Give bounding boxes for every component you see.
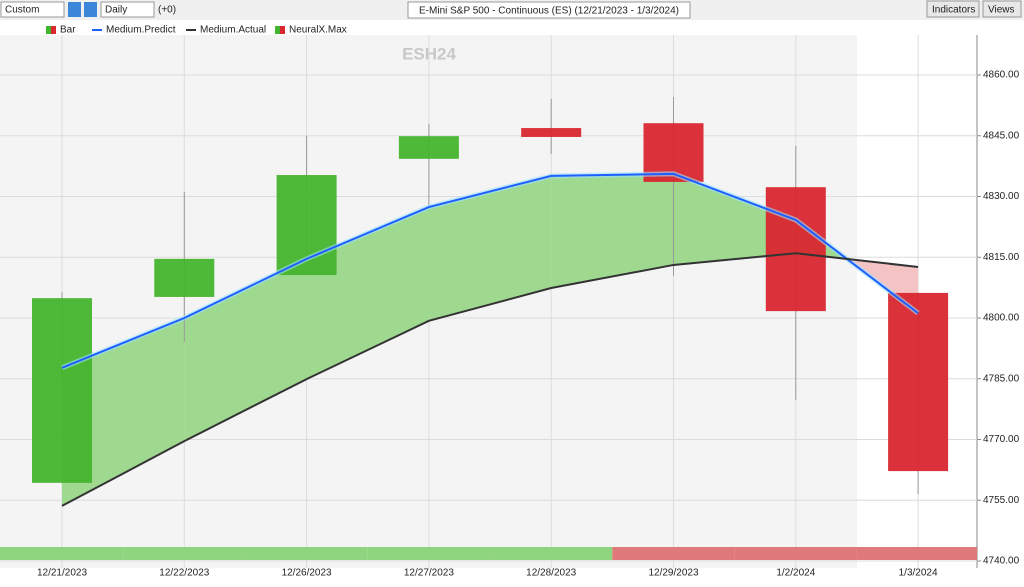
spread-fill xyxy=(673,173,796,265)
x-tick-label: 12/22/2023 xyxy=(159,568,209,579)
candle-body xyxy=(888,292,949,472)
line xyxy=(61,252,919,507)
spread-fill xyxy=(62,318,185,506)
signal-segment xyxy=(490,547,613,560)
candle-body xyxy=(398,136,459,159)
range-label: Custom xyxy=(5,5,39,16)
spread-fill xyxy=(306,207,429,380)
signal-segment xyxy=(245,547,368,560)
spread-fill xyxy=(428,175,552,321)
y-tick-label: 4860.00 xyxy=(983,70,1020,81)
y-tick-label: 4785.00 xyxy=(983,373,1020,384)
legend-swatch xyxy=(51,26,56,34)
x-tick-label: 12/28/2023 xyxy=(526,568,576,579)
x-tick-label: 1/3/2024 xyxy=(899,568,938,579)
signal-segment xyxy=(367,547,491,560)
candle-body xyxy=(154,258,215,297)
x-tick-label: 12/26/2023 xyxy=(282,568,332,579)
y-tick-label: 4800.00 xyxy=(983,313,1020,324)
candle-body xyxy=(765,187,826,312)
signal-segment xyxy=(856,547,977,560)
candle-body xyxy=(32,298,92,483)
signal-segment xyxy=(612,547,735,560)
y-tick-label: 4815.00 xyxy=(983,252,1020,263)
symbol-label: E-Mini S&P 500 - Continuous (ES) (12/21/… xyxy=(419,6,679,17)
y-tick-label: 4755.00 xyxy=(983,495,1020,506)
y-tick-label: 4770.00 xyxy=(983,434,1020,445)
views-label: Views xyxy=(988,5,1015,16)
legend-swatch xyxy=(46,26,51,34)
y-tick-label: 4830.00 xyxy=(983,191,1020,202)
range-select[interactable] xyxy=(0,1,65,18)
legend-label: Bar xyxy=(60,25,76,36)
symbol-box[interactable] xyxy=(407,1,691,19)
y-tick-label: 4845.00 xyxy=(983,130,1020,141)
legend-label: Medium.Predict xyxy=(106,25,176,36)
x-tick-label: 12/29/2023 xyxy=(648,568,698,579)
legend-swatch xyxy=(280,26,285,34)
signal-segment xyxy=(734,547,857,560)
period-select[interactable] xyxy=(100,1,155,18)
line xyxy=(61,172,919,369)
indicators-label: Indicators xyxy=(932,5,975,16)
zoom-in[interactable] xyxy=(68,2,81,17)
spread-fill xyxy=(551,173,674,289)
x-tick-label: 12/21/2023 xyxy=(37,568,87,579)
legend-label: Medium.Actual xyxy=(200,25,266,36)
signal-segment xyxy=(123,547,246,560)
offset-label: (+0) xyxy=(158,5,176,16)
signal-segment xyxy=(0,547,124,560)
legend-swatch xyxy=(275,26,280,34)
legend-label: NeuralX.Max xyxy=(289,25,347,36)
zoom-out[interactable] xyxy=(84,2,97,17)
y-tick-label: 4740.00 xyxy=(983,556,1020,567)
x-tick-label: 12/27/2023 xyxy=(404,568,454,579)
views-button[interactable] xyxy=(982,0,1022,18)
indicators-button[interactable] xyxy=(926,0,980,18)
period-label: Daily xyxy=(105,5,127,16)
candle-body xyxy=(521,128,582,137)
x-tick-label: 1/2/2024 xyxy=(776,568,815,579)
